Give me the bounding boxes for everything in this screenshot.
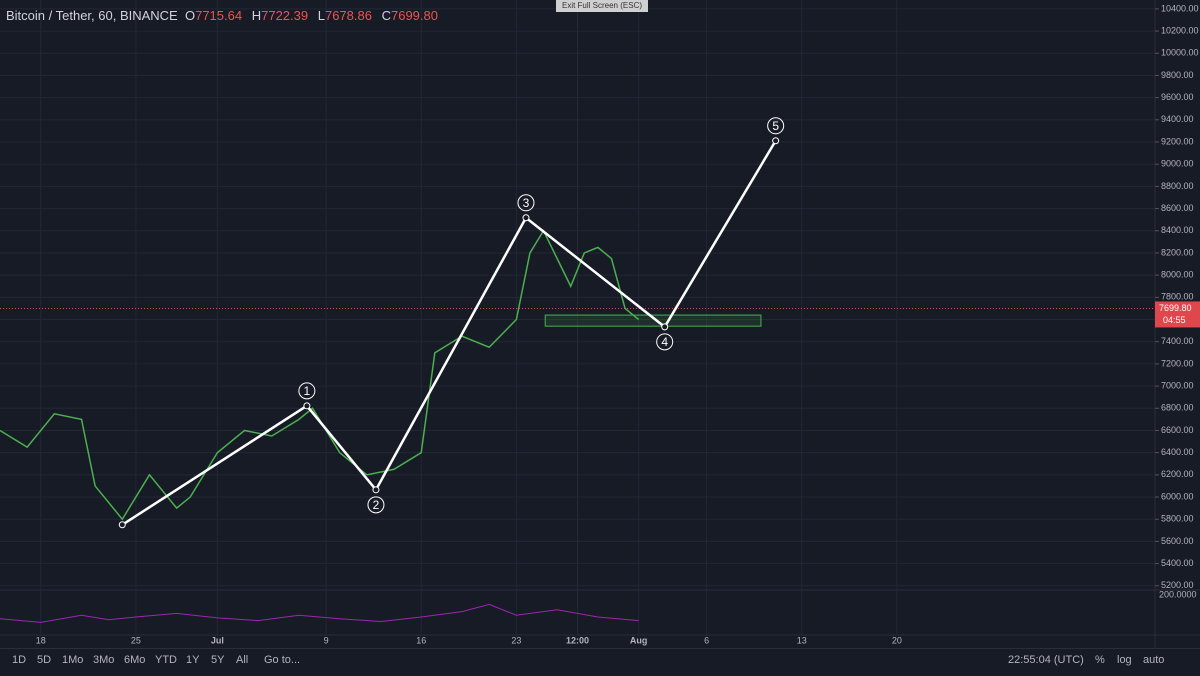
c-label: C bbox=[381, 8, 391, 23]
o-label: O bbox=[184, 8, 196, 23]
wave-badge bbox=[367, 496, 385, 514]
log[interactable]: log bbox=[1117, 654, 1132, 666]
series-line bbox=[0, 229, 640, 521]
percent[interactable]: % bbox=[1095, 654, 1105, 666]
y-tick-label: 8000.00 bbox=[1161, 270, 1194, 280]
exit-button[interactable]: Exit Full Screen (ESC) bbox=[556, 0, 648, 12]
x-tick-label: 16 bbox=[416, 635, 426, 645]
wave-point bbox=[303, 402, 311, 410]
x-tick-label: 9 bbox=[324, 635, 329, 645]
y-tick-label: 8200.00 bbox=[1161, 247, 1194, 257]
countdown: 04:55 bbox=[1163, 315, 1186, 325]
y-tick-label: 5600.00 bbox=[1161, 536, 1194, 546]
x-tick-label: Jul bbox=[211, 635, 224, 645]
x-tick-label: 18 bbox=[36, 635, 46, 645]
x-tick-label: 6 bbox=[704, 635, 709, 645]
y-tick-label: 10000.00 bbox=[1161, 48, 1199, 58]
y-tick-label: 7400.00 bbox=[1161, 336, 1194, 346]
y-tick-label: 10200.00 bbox=[1161, 25, 1199, 35]
indicator-label: 200.0000 bbox=[1159, 589, 1197, 599]
wave-label: 4 bbox=[661, 335, 668, 349]
chart: 5200.005400.005600.005800.006000.006200.… bbox=[0, 0, 1200, 648]
wave-badge bbox=[767, 117, 785, 135]
x-tick-label: 23 bbox=[511, 635, 521, 645]
y-tick-label: 6600.00 bbox=[1161, 425, 1194, 435]
y-tick-label: 9000.00 bbox=[1161, 159, 1194, 169]
y-tick-label: 9600.00 bbox=[1161, 92, 1194, 102]
price-label: 7699.80 bbox=[1159, 303, 1192, 313]
l-label: L bbox=[317, 8, 325, 23]
range-button[interactable]: 5Y bbox=[211, 654, 225, 666]
wave-label: 5 bbox=[772, 119, 779, 133]
toolbar: Go to... 22:55:04 (UTC) % log auto 1D 5D 1… bbox=[0, 648, 1200, 676]
wave-point bbox=[118, 521, 126, 529]
clock: 22:55:04 (UTC) bbox=[1008, 654, 1084, 666]
wave-label: 3 bbox=[523, 196, 530, 210]
y-tick-label: 6200.00 bbox=[1161, 469, 1194, 479]
wave-label: 1 bbox=[304, 384, 311, 398]
range-button[interactable]: 1Y bbox=[186, 654, 200, 666]
range-button[interactable]: 5D bbox=[37, 654, 52, 666]
y-tick-label: 9200.00 bbox=[1161, 136, 1194, 146]
wave-label: 2 bbox=[373, 498, 380, 512]
wave-point bbox=[772, 137, 780, 145]
wave-badge bbox=[517, 194, 535, 212]
y-tick-label: 5200.00 bbox=[1161, 580, 1194, 590]
h-label: H bbox=[251, 8, 262, 23]
high: 7722.39 bbox=[261, 8, 309, 23]
auto[interactable]: auto bbox=[1143, 654, 1165, 666]
open: 7715.64 bbox=[195, 8, 243, 23]
y-tick-label: 8400.00 bbox=[1161, 225, 1194, 235]
y-tick-label: 10400.00 bbox=[1161, 3, 1199, 13]
wave-point bbox=[522, 214, 530, 222]
price-tag bbox=[1155, 301, 1200, 328]
y-tick-label: 8800.00 bbox=[1161, 181, 1194, 191]
series-line bbox=[121, 140, 777, 526]
header: Bitcoin / Tether, 60, BINANCE O7715.64 H… bbox=[6, 8, 444, 23]
y-tick-label: 6000.00 bbox=[1161, 491, 1194, 501]
x-tick-label: Aug bbox=[630, 635, 648, 645]
y-tick-label: 5400.00 bbox=[1161, 558, 1194, 568]
wave-badge bbox=[656, 333, 674, 351]
range-button[interactable]: 1Mo bbox=[62, 654, 84, 666]
range-button[interactable]: YTD bbox=[155, 654, 177, 666]
range-button[interactable]: 6Mo bbox=[124, 654, 146, 666]
y-tick-label: 7800.00 bbox=[1161, 292, 1194, 302]
range-button[interactable]: 1D bbox=[12, 654, 27, 666]
range-button[interactable]: All bbox=[236, 654, 249, 666]
y-tick-label: 5800.00 bbox=[1161, 514, 1194, 524]
goto[interactable]: Go to... bbox=[264, 654, 301, 666]
x-tick-label: 13 bbox=[797, 635, 807, 645]
y-tick-label: 6800.00 bbox=[1161, 403, 1194, 413]
support-zone bbox=[544, 314, 762, 327]
y-tick-label: 9800.00 bbox=[1161, 70, 1194, 80]
wave-badge bbox=[298, 382, 316, 400]
low: 7678.86 bbox=[324, 8, 372, 23]
x-tick-label: 25 bbox=[131, 635, 141, 645]
y-tick-label: 7000.00 bbox=[1161, 380, 1194, 390]
wave-point bbox=[372, 486, 380, 494]
symbol[interactable]: Bitcoin / Tether, 60, BINANCE bbox=[6, 8, 178, 23]
y-tick-label: 7200.00 bbox=[1161, 358, 1194, 368]
x-tick-label: 12:00 bbox=[566, 635, 589, 645]
y-tick-label: 9400.00 bbox=[1161, 114, 1194, 124]
range-button[interactable]: 3Mo bbox=[93, 654, 115, 666]
x-tick-label: 20 bbox=[892, 635, 902, 645]
y-tick-label: 8600.00 bbox=[1161, 203, 1194, 213]
close: 7699.80 bbox=[390, 8, 438, 23]
y-tick-label: 6400.00 bbox=[1161, 447, 1194, 457]
indicator-line bbox=[0, 603, 639, 623]
wave-point bbox=[661, 323, 669, 331]
